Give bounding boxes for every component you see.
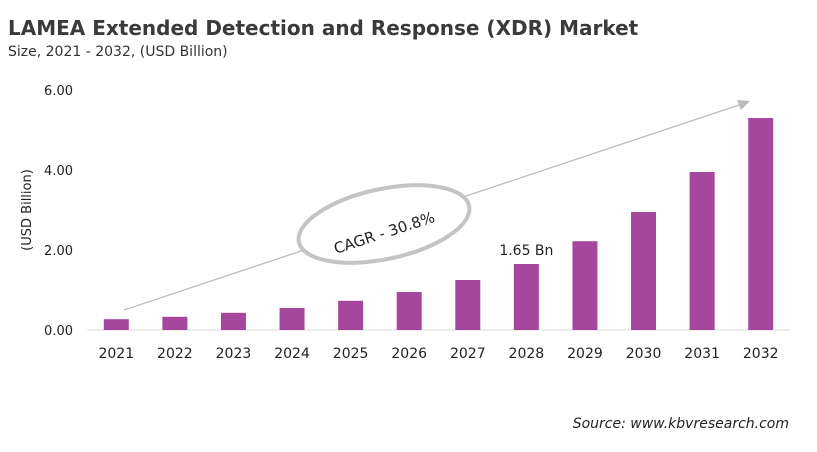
y-axis-label: (USD Billion) [20,169,35,251]
source-note: Source: www.kbvresearch.com [572,416,789,432]
x-tick-label: 2021 [98,346,134,362]
bar-2028 [513,264,539,330]
arrow-head-icon [737,100,750,110]
bar-2029 [572,241,598,330]
x-tick-label: 2029 [567,346,603,362]
chart-subtitle: Size, 2021 - 2032, (USD Billion) [8,44,228,60]
x-tick-label: 2030 [626,346,662,362]
bar-2027 [455,280,481,330]
cagr-ellipse [296,183,472,265]
data-label-2028: 1.65 Bn [499,243,553,259]
bar-2021 [103,319,129,330]
chart-title: LAMEA Extended Detection and Response (X… [8,16,639,40]
bar-2025 [338,300,364,330]
x-tick-label: 2023 [216,346,252,362]
x-tick-label: 2022 [157,346,193,362]
x-tick-label: 2025 [333,346,369,362]
bar-2026 [396,292,422,330]
x-tick-label: 2026 [391,346,427,362]
bar-2030 [631,212,657,330]
y-tick-label: 4.00 [44,164,73,179]
bar-2031 [689,172,715,330]
y-tick-label: 0.00 [44,324,73,339]
x-tick-label: 2027 [450,346,486,362]
bar-2023 [220,312,246,330]
x-tick-label: 2024 [274,346,310,362]
y-tick-label: 2.00 [44,244,73,259]
x-tick-label: 2028 [509,346,545,362]
bar-2022 [162,316,188,330]
bar-2024 [279,308,305,330]
y-tick-label: 6.00 [44,84,73,99]
x-tick-label: 2031 [684,346,720,362]
bar-2032 [748,118,774,330]
x-tick-label: 2032 [743,346,779,362]
